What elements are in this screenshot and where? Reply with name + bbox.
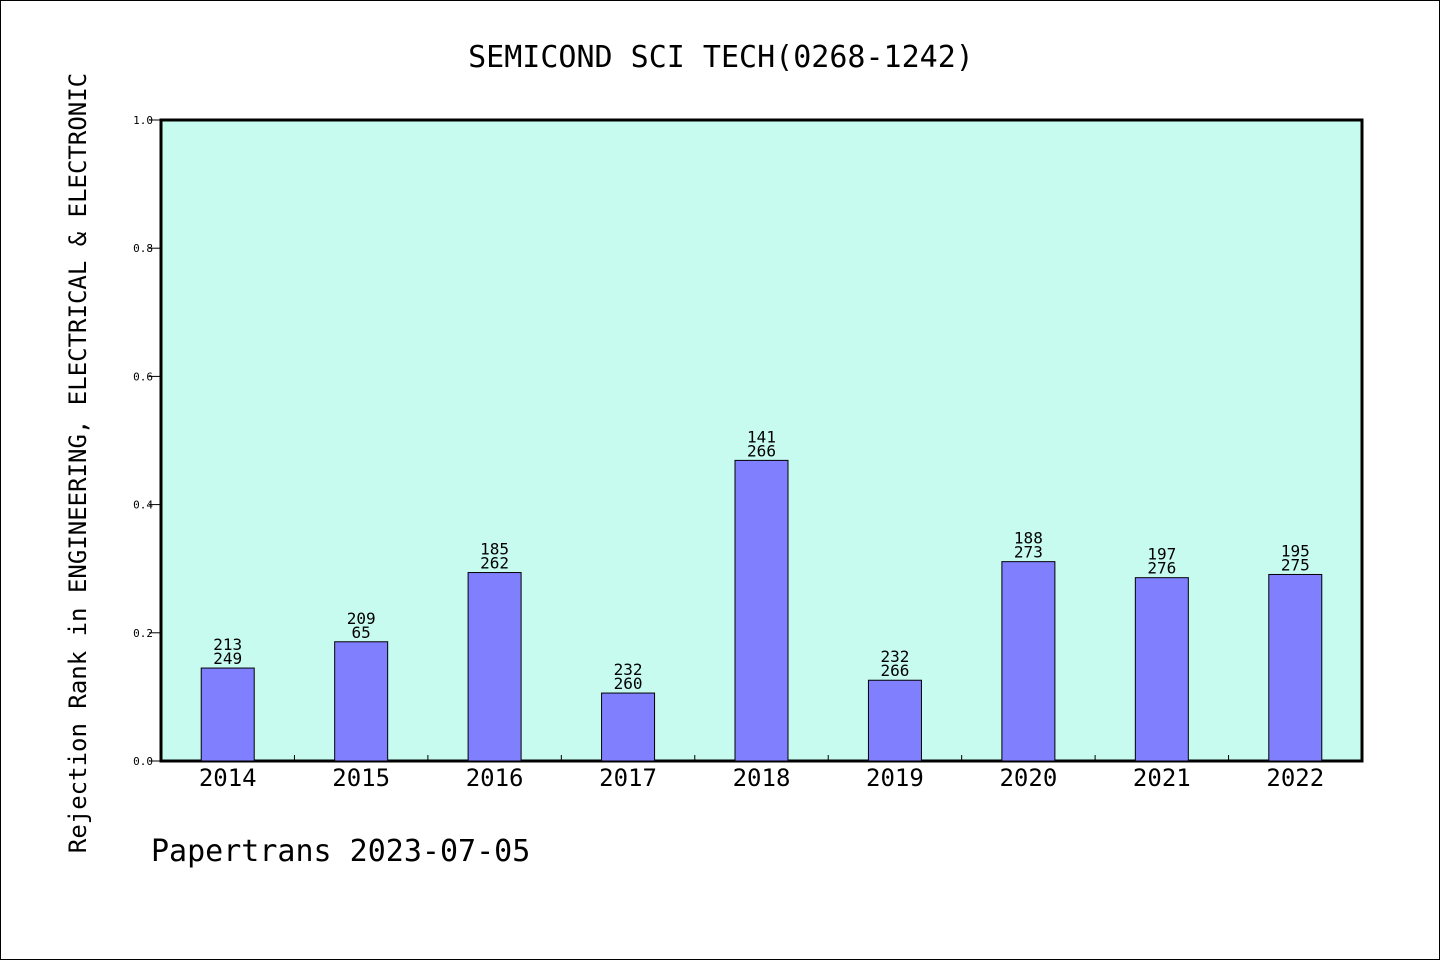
y-tick-label: 0.4 xyxy=(133,499,153,512)
bar-label-bottom: 276 xyxy=(1147,559,1176,578)
bar-label-bottom: 260 xyxy=(614,674,643,693)
x-axis: 2014 2015 2016 2017 2018 2019 2020 2021 2022 xyxy=(199,755,1324,792)
x-tick-label: 2021 xyxy=(1133,764,1191,792)
x-tick-label: 2015 xyxy=(332,764,390,792)
bar-2019 xyxy=(867,679,922,762)
bar-label-top: 232 xyxy=(880,647,909,666)
x-tick-label: 2022 xyxy=(1266,764,1324,792)
bar-label-top: 197 xyxy=(1147,545,1176,564)
bar-2015 xyxy=(334,641,389,762)
bar-label-bottom: 266 xyxy=(747,441,776,460)
y-axis: 0.0 0.2 0.4 0.6 0.8 1.0 xyxy=(133,114,161,768)
x-tick-label: 2018 xyxy=(733,764,791,792)
x-tick-label: 2020 xyxy=(999,764,1057,792)
bar-label-bottom: 275 xyxy=(1281,555,1310,574)
bar-label-top: 141 xyxy=(747,427,776,446)
footer-text: Papertrans 2023-07-05 xyxy=(151,834,531,869)
x-tick-label: 2016 xyxy=(466,764,524,792)
bar-2018 xyxy=(734,459,789,762)
bar-series xyxy=(200,459,1323,762)
bar-2014 xyxy=(200,667,255,762)
bar-labels: 2132492096518526223226014126623226618827… xyxy=(213,427,1309,693)
y-tick-label: 0.8 xyxy=(133,242,153,255)
x-tick-label: 2014 xyxy=(199,764,257,792)
y-tick-label: 0.2 xyxy=(133,627,153,640)
bar-label-top: 213 xyxy=(213,635,242,654)
y-tick-label: 0.6 xyxy=(133,370,153,383)
bar-2021 xyxy=(1134,577,1189,762)
bar-label-bottom: 262 xyxy=(480,554,509,573)
y-axis-label: Rejection Rank in ENGINEERING, ELECTRICA… xyxy=(64,73,92,853)
bar-2016 xyxy=(467,572,522,762)
bar-label-bottom: 273 xyxy=(1014,543,1043,562)
x-tick-label: 2019 xyxy=(866,764,924,792)
bar-label-top: 188 xyxy=(1014,529,1043,548)
bar-2020 xyxy=(1001,561,1056,762)
bar-label-top: 209 xyxy=(347,609,376,628)
x-tick-label: 2017 xyxy=(599,764,657,792)
y-tick-label: 1.0 xyxy=(133,114,153,127)
bar-label-bottom: 266 xyxy=(880,661,909,680)
bar-label-bottom: 65 xyxy=(352,623,371,642)
bar-label-top: 185 xyxy=(480,540,509,559)
bar-2022 xyxy=(1268,573,1323,762)
bar-2017 xyxy=(601,692,656,762)
bar-label-top: 195 xyxy=(1281,541,1310,560)
bar-label-bottom: 249 xyxy=(213,649,242,668)
y-tick-label: 0.0 xyxy=(133,755,153,768)
chart-title: SEMICOND SCI TECH(0268-1242) xyxy=(468,40,974,75)
bar-label-top: 232 xyxy=(614,660,643,679)
